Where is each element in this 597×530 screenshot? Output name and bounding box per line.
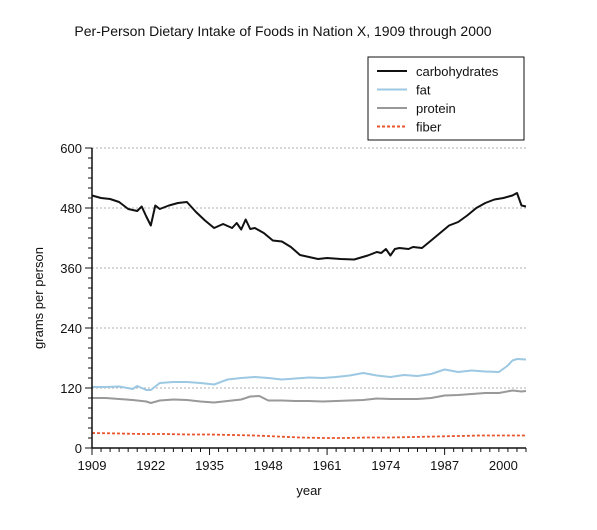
- series-line-fiber: [91, 432, 526, 439]
- y-tick-label: 240: [60, 321, 82, 336]
- grid: [92, 147, 526, 389]
- chart-title: Per-Person Dietary Intake of Foods in Na…: [74, 23, 491, 39]
- y-tick-label: 480: [60, 201, 82, 216]
- legend-label-fiber: fiber: [416, 120, 442, 135]
- x-tick-label: 1935: [195, 458, 224, 473]
- tick-labels: 0 120 240 360 480 600 1909 1922 1935 1948 1961 1974…: [60, 141, 518, 473]
- legend-label-carbohydrates: carbohydrates: [416, 64, 499, 79]
- legend-label-protein: protein: [416, 101, 456, 116]
- y-axis-label: grams per person: [31, 247, 46, 349]
- x-tick-label: 1987: [430, 458, 459, 473]
- y-tick-label: 120: [60, 381, 82, 396]
- x-tick-label: 1922: [136, 458, 165, 473]
- x-axis-label: year: [296, 483, 322, 498]
- legend: carbohydrates fat protein fiber: [367, 56, 525, 141]
- x-tick-label: 1961: [313, 458, 342, 473]
- x-tick-label: 1909: [78, 458, 107, 473]
- legend-label-fat: fat: [416, 83, 431, 98]
- series-line-carbohydrates: [91, 192, 527, 261]
- series-line-protein: [92, 389, 527, 404]
- x-tick-label: 1974: [371, 458, 400, 473]
- y-tick-label: 360: [60, 261, 82, 276]
- plot-lines: [91, 192, 527, 439]
- x-tick-label: 2000: [489, 458, 518, 473]
- y-tick-label: 0: [75, 441, 82, 456]
- x-tick-label: 1948: [254, 458, 283, 473]
- ticks: [85, 147, 527, 455]
- series-line-fat: [92, 358, 527, 391]
- y-tick-label: 600: [60, 141, 82, 156]
